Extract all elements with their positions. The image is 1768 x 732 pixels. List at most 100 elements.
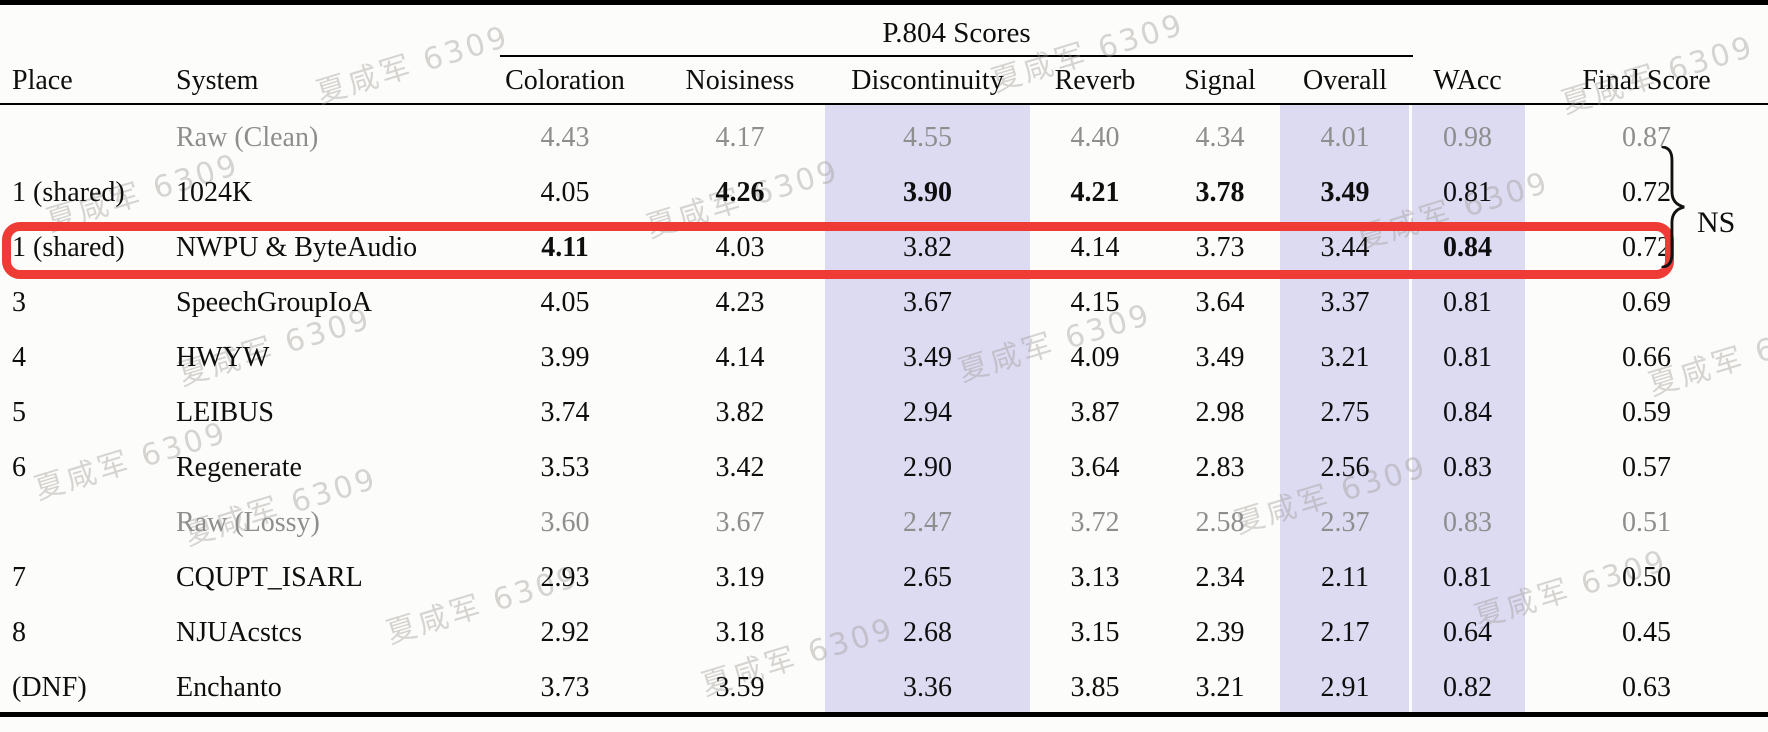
score-cell: 4.55 bbox=[903, 121, 952, 153]
score-cell: 4.34 bbox=[1195, 121, 1245, 153]
table-row: 3 SpeechGroupIoA 4.05 4.23 3.67 4.15 3.64 3.37 0… bbox=[0, 275, 1768, 330]
score-cell: 3.21 bbox=[1195, 671, 1245, 703]
score-cell: 2.92 bbox=[540, 616, 590, 648]
group-header-underline bbox=[500, 55, 1413, 57]
score-cell: 4.15 bbox=[1070, 286, 1120, 318]
score-cell: 0.87 bbox=[1622, 121, 1671, 153]
score-cell: 3.49 bbox=[1195, 341, 1245, 373]
score-cell: 2.65 bbox=[903, 561, 952, 593]
table-header-row: Place System Coloration Noisiness Discon… bbox=[0, 58, 1768, 104]
column-header-wacc: WAcc bbox=[1433, 65, 1502, 96]
place-cell: 6 bbox=[12, 451, 26, 483]
score-cell: 4.26 bbox=[715, 176, 765, 208]
score-cell: 3.85 bbox=[1070, 671, 1120, 703]
column-header-reverb: Reverb bbox=[1054, 65, 1136, 96]
ns-brace-icon bbox=[1661, 146, 1685, 268]
score-cell: 4.01 bbox=[1320, 121, 1370, 153]
score-cell: 0.83 bbox=[1443, 451, 1492, 483]
table-bottom-rule bbox=[0, 712, 1768, 717]
system-cell: 1024K bbox=[176, 176, 253, 208]
table-row: 7 CQUPT_ISARL 2.93 3.19 2.65 3.13 2.34 2.11 0.81… bbox=[0, 550, 1768, 605]
score-cell: 3.49 bbox=[903, 341, 952, 373]
score-cell: 0.63 bbox=[1622, 671, 1671, 703]
score-cell: 3.21 bbox=[1320, 341, 1370, 373]
ns-label: NS bbox=[1697, 206, 1736, 239]
system-cell: Raw (Clean) bbox=[176, 121, 319, 153]
table-top-rule bbox=[0, 0, 1768, 5]
highlight-band-overall bbox=[1280, 105, 1409, 712]
header-rule bbox=[0, 103, 1768, 105]
score-cell: 3.64 bbox=[1195, 286, 1245, 318]
score-cell: 0.57 bbox=[1622, 451, 1671, 483]
score-cell: 4.14 bbox=[1070, 231, 1120, 263]
place-cell: 1 (shared) bbox=[12, 176, 125, 208]
score-cell: 4.40 bbox=[1070, 121, 1120, 153]
score-cell: 2.17 bbox=[1320, 616, 1370, 648]
score-cell: 2.75 bbox=[1320, 396, 1370, 428]
score-cell: 3.90 bbox=[903, 176, 952, 208]
score-cell: 3.15 bbox=[1070, 616, 1120, 648]
place-cell: 7 bbox=[12, 561, 26, 593]
score-cell: 3.64 bbox=[1070, 451, 1120, 483]
score-cell: 3.67 bbox=[715, 506, 765, 538]
score-cell: 3.59 bbox=[715, 671, 765, 703]
score-cell: 3.82 bbox=[903, 231, 952, 263]
score-cell: 3.37 bbox=[1320, 286, 1370, 318]
score-cell: 2.68 bbox=[903, 616, 952, 648]
score-cell: 4.05 bbox=[540, 176, 590, 208]
score-cell: 2.94 bbox=[903, 396, 952, 428]
score-cell: 2.58 bbox=[1195, 506, 1245, 538]
score-cell: 0.69 bbox=[1622, 286, 1671, 318]
score-cell: 4.21 bbox=[1070, 176, 1120, 208]
group-header-p804-scores: P.804 Scores bbox=[882, 17, 1031, 49]
column-header-signal: Signal bbox=[1184, 65, 1256, 96]
table-row: Raw (Lossy) 3.60 3.67 2.47 3.72 2.58 2.37 0.83 0… bbox=[0, 495, 1768, 550]
score-cell: 0.83 bbox=[1443, 506, 1492, 538]
score-cell: 0.81 bbox=[1443, 176, 1492, 208]
score-cell: 3.13 bbox=[1070, 561, 1120, 593]
column-header-final-score: Final Score bbox=[1582, 65, 1711, 96]
score-cell: 4.03 bbox=[715, 231, 765, 263]
table-row: 8 NJUAcstcs 2.92 3.18 2.68 3.15 2.39 2.17 0.64 0.… bbox=[0, 605, 1768, 660]
place-cell: (DNF) bbox=[12, 671, 87, 703]
score-cell: 0.81 bbox=[1443, 341, 1492, 373]
column-header-noisiness: Noisiness bbox=[685, 65, 795, 96]
score-cell: 2.39 bbox=[1195, 616, 1245, 648]
score-cell: 3.36 bbox=[903, 671, 952, 703]
score-cell: 4.14 bbox=[715, 341, 765, 373]
place-cell: 4 bbox=[12, 341, 26, 373]
red-highlight-box bbox=[2, 222, 1674, 279]
place-cell: 8 bbox=[12, 616, 26, 648]
system-cell: HWYW bbox=[176, 341, 270, 373]
table-row: 1 (shared) NWPU & ByteAudio 4.11 4.03 3.82 4.… bbox=[0, 220, 1768, 275]
score-cell: 3.73 bbox=[540, 671, 590, 703]
score-cell: 0.82 bbox=[1443, 671, 1492, 703]
score-cell: 0.84 bbox=[1443, 231, 1492, 263]
table-row: Raw (Clean) 4.43 4.17 4.55 4.40 4.34 4.01 0.98 0… bbox=[0, 110, 1768, 165]
column-header-place: Place bbox=[12, 65, 73, 96]
column-header-discontinuity: Discontinuity bbox=[851, 65, 1004, 96]
system-cell: NWPU & ByteAudio bbox=[176, 231, 418, 263]
score-cell: 4.11 bbox=[541, 231, 589, 263]
score-cell: 3.44 bbox=[1320, 231, 1370, 263]
system-cell: CQUPT_ISARL bbox=[176, 561, 363, 593]
score-cell: 2.47 bbox=[903, 506, 952, 538]
place-cell: 1 (shared) bbox=[12, 231, 125, 263]
score-cell: 2.11 bbox=[1321, 561, 1369, 593]
score-cell: 0.81 bbox=[1443, 561, 1492, 593]
place-cell: 5 bbox=[12, 396, 26, 428]
table-body: Raw (Clean) 4.43 4.17 4.55 4.40 4.34 4.01 0.98 0… bbox=[0, 110, 1768, 715]
score-cell: 3.82 bbox=[715, 396, 765, 428]
table-row: 1 (shared) 1024K 4.05 4.26 3.90 4.21 3.78 3.49 0… bbox=[0, 165, 1768, 220]
system-cell: Raw (Lossy) bbox=[176, 506, 320, 538]
score-cell: 3.74 bbox=[540, 396, 590, 428]
score-cell: 0.64 bbox=[1443, 616, 1492, 648]
score-cell: 2.93 bbox=[540, 561, 590, 593]
table-row: 6 Regenerate 3.53 3.42 2.90 3.64 2.83 2.56 0.83 0… bbox=[0, 440, 1768, 495]
score-cell: 3.87 bbox=[1070, 396, 1120, 428]
score-cell: 2.90 bbox=[903, 451, 952, 483]
column-header-coloration: Coloration bbox=[505, 65, 625, 96]
score-cell: 4.17 bbox=[715, 121, 765, 153]
score-cell: 3.78 bbox=[1195, 176, 1245, 208]
